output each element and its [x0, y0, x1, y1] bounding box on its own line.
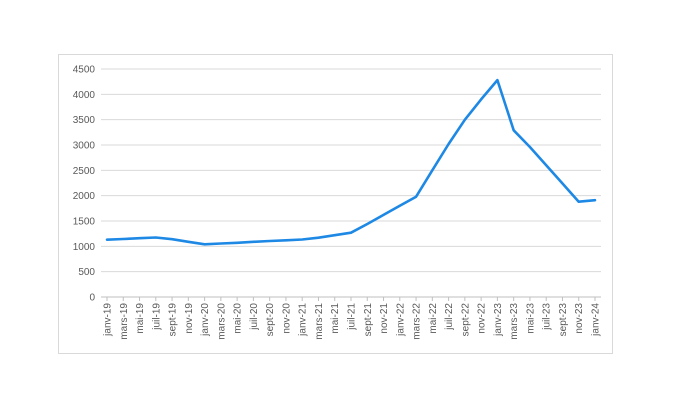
y-tick-label: 3000: [73, 141, 96, 152]
y-tick-label: 4500: [73, 65, 96, 76]
x-tick-label: nov-23: [574, 303, 585, 334]
y-tick-label: 1000: [73, 242, 96, 253]
x-tick-label: mai-22: [428, 303, 439, 334]
x-tick-label: janv-24: [591, 303, 602, 337]
y-tick-label: 2000: [73, 191, 96, 202]
x-tick-label: mars-23: [509, 303, 520, 340]
x-tick-label: juil-23: [542, 303, 553, 331]
x-tick-label: juil-19: [151, 303, 162, 331]
x-tick-label: janv-23: [493, 303, 504, 337]
y-tick-label: 3500: [73, 115, 96, 126]
x-tick-label: sept-23: [558, 303, 569, 337]
x-tick-label: mars-21: [314, 303, 325, 340]
x-tick-label: mars-19: [119, 303, 130, 340]
line-chart: 0 500 1000 1500 2000 2500 3000 3500 4000 4500 janv…: [73, 65, 602, 340]
x-tick-label: janv-22: [395, 303, 406, 337]
y-tick-label: 1500: [73, 217, 96, 228]
x-tick-label: nov-21: [379, 303, 390, 334]
y-tick-label: 0: [89, 293, 95, 304]
y-tick-label: 4000: [73, 90, 96, 101]
x-tick-label: juil-22: [444, 303, 455, 331]
x-tick-label: nov-20: [281, 303, 292, 334]
x-tick-label: mai-20: [233, 303, 244, 334]
x-tick-label: janv-20: [200, 303, 211, 337]
x-tick-label: mars-20: [216, 303, 227, 340]
x-tick-label: janv-19: [103, 303, 114, 337]
x-tick-label: sept-20: [265, 303, 276, 337]
x-tick-label: sept-21: [363, 303, 374, 337]
y-tick-label: 2500: [73, 166, 96, 177]
x-tick-label: mai-21: [330, 303, 341, 334]
x-tick-label: juil-21: [347, 303, 358, 331]
x-tick-label: sept-19: [168, 303, 179, 337]
x-tick-label: nov-22: [477, 303, 488, 334]
series-line: [105, 78, 597, 246]
x-tick-label: sept-22: [460, 303, 471, 337]
x-tick-label: juil-20: [249, 303, 260, 331]
x-tick-label: mai-19: [135, 303, 146, 334]
x-tick-label: nov-19: [184, 303, 195, 334]
x-tick-label: janv-21: [298, 303, 309, 337]
x-tick-label: mai-23: [525, 303, 536, 334]
chart-frame: 0 500 1000 1500 2000 2500 3000 3500 4000 4500 janv…: [58, 54, 613, 354]
y-tick-label: 500: [78, 267, 95, 278]
x-tick-label: mars-22: [412, 303, 423, 340]
